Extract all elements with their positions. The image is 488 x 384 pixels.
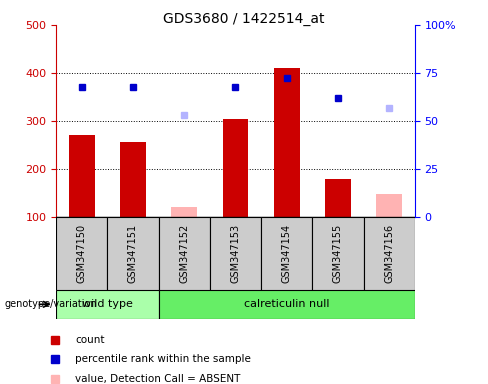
- Text: GSM347151: GSM347151: [128, 224, 138, 283]
- Text: calreticulin null: calreticulin null: [244, 299, 329, 310]
- Bar: [56, 290, 159, 319]
- Text: genotype/variation: genotype/variation: [5, 299, 98, 310]
- Text: GSM347155: GSM347155: [333, 224, 343, 283]
- Bar: [120, 142, 146, 217]
- Bar: [107, 217, 159, 290]
- Bar: [210, 217, 261, 290]
- Bar: [159, 217, 210, 290]
- Text: percentile rank within the sample: percentile rank within the sample: [75, 354, 251, 364]
- Text: value, Detection Call = ABSENT: value, Detection Call = ABSENT: [75, 374, 241, 384]
- Text: count: count: [75, 335, 105, 345]
- Bar: [171, 207, 197, 217]
- Bar: [159, 290, 415, 319]
- Bar: [325, 179, 351, 217]
- Text: GSM347150: GSM347150: [77, 224, 87, 283]
- Text: GSM347154: GSM347154: [282, 224, 292, 283]
- Text: GSM347156: GSM347156: [384, 224, 394, 283]
- Bar: [261, 217, 312, 290]
- Text: GDS3680 / 1422514_at: GDS3680 / 1422514_at: [163, 12, 325, 25]
- Bar: [364, 217, 415, 290]
- Bar: [69, 136, 95, 217]
- Bar: [56, 217, 107, 290]
- Text: wild type: wild type: [82, 299, 133, 310]
- Bar: [312, 217, 364, 290]
- Bar: [376, 194, 402, 217]
- Bar: [223, 119, 248, 217]
- Text: GSM347153: GSM347153: [230, 224, 241, 283]
- Bar: [274, 68, 300, 217]
- Text: GSM347152: GSM347152: [179, 224, 189, 283]
